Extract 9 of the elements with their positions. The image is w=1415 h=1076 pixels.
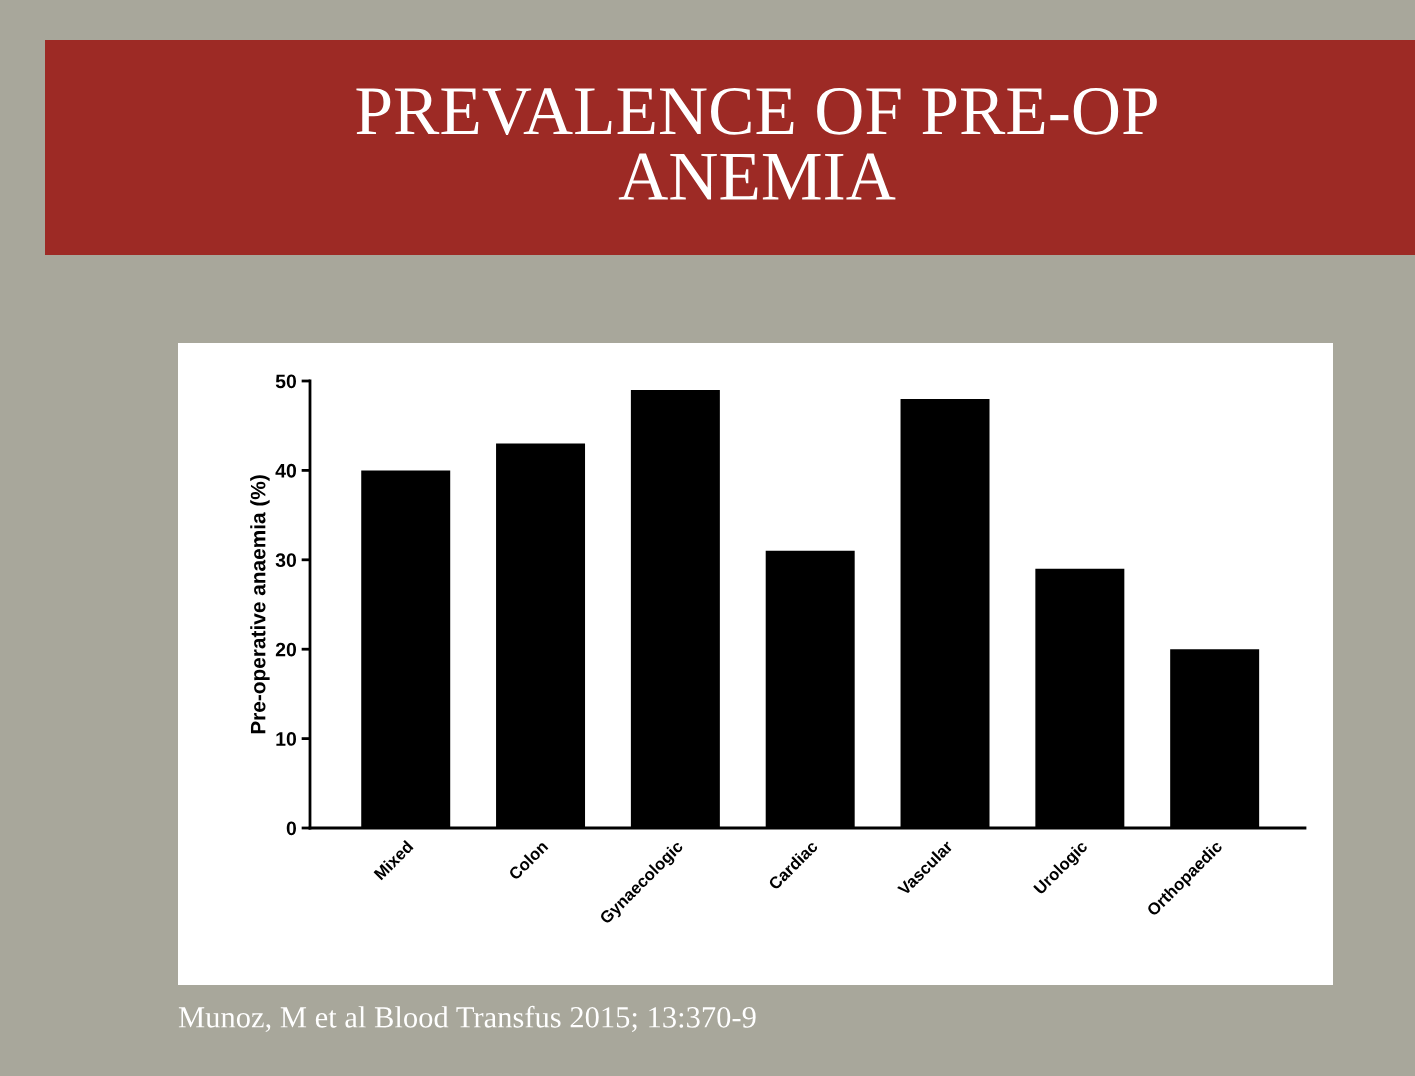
y-tick-label: 10	[276, 732, 297, 746]
y-tick-label: 50	[275, 374, 297, 389]
y-axis-title: Pre-operative anaemia (%)	[250, 475, 270, 734]
chart-title: PREVALENCE OF PRE-OP ANEMIA	[356, 88, 1157, 200]
y-tick-label: 40	[275, 463, 297, 478]
y-tick-label: 0	[286, 821, 297, 836]
text: Munoz, M et al Blood Transfus 2015; 13:370-9	[178, 1005, 756, 1033]
y-tick-label: 20	[275, 642, 297, 657]
y-tick-label: 30	[275, 553, 297, 568]
